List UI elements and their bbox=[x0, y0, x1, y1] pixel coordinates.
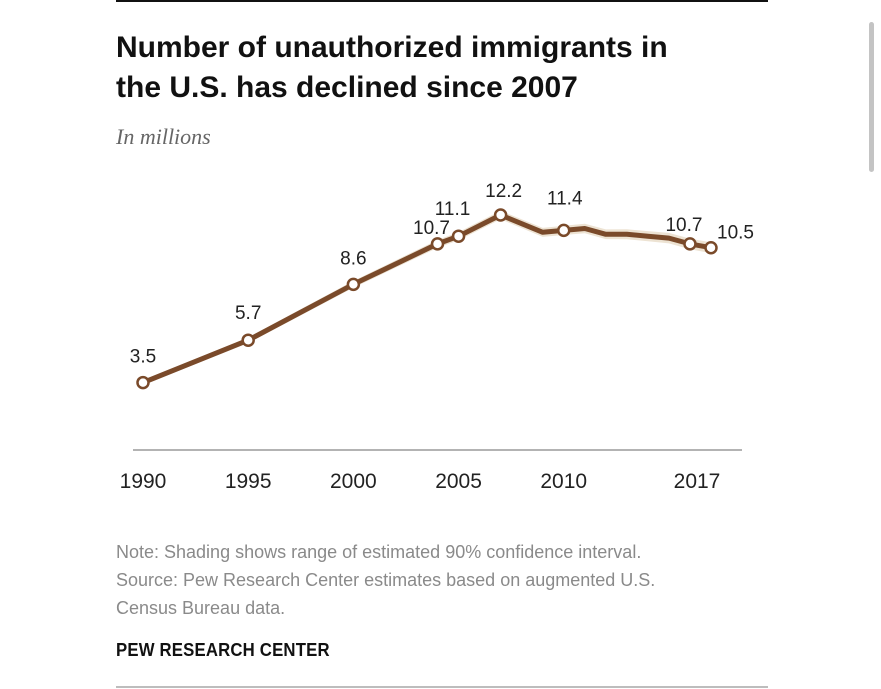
data-label-2000: 8.6 bbox=[340, 248, 366, 269]
point-marker-1990 bbox=[136, 375, 150, 390]
x-tick-label-2010: 2010 bbox=[540, 470, 587, 493]
data-label-2005: 11.1 bbox=[435, 199, 471, 220]
confidence-shading bbox=[143, 210, 711, 385]
chart-subtitle: In millions bbox=[116, 124, 211, 149]
x-tick-label-1990: 1990 bbox=[120, 470, 167, 493]
x-tick-label-2017: 2017 bbox=[674, 470, 721, 493]
data-label-1995: 5.7 bbox=[235, 303, 261, 324]
point-marker-2007 bbox=[493, 208, 508, 222]
data-label-2007: 12.2 bbox=[485, 181, 522, 202]
source-line: Source: Pew Research Center estimates ba… bbox=[116, 570, 656, 590]
data-label-2010: 11.4 bbox=[547, 188, 583, 209]
chart-note: Note: Shading shows range of estimated 9… bbox=[116, 538, 796, 622]
point-marker-2005 bbox=[451, 229, 466, 243]
brand-label: PEW RESEARCH CENTER bbox=[116, 640, 330, 660]
source-line-cont: Census Bureau data. bbox=[116, 598, 286, 618]
series-line bbox=[140, 212, 714, 386]
x-tick-label-2000: 2000 bbox=[330, 470, 377, 493]
data-label-2016: 10.7 bbox=[665, 215, 702, 236]
point-marker-2017 bbox=[704, 240, 718, 255]
data-labels: 3.55.78.610.711.112.2 11.410.7 10.5 bbox=[130, 181, 754, 368]
point-marker-2004 bbox=[430, 237, 445, 251]
point-markers bbox=[136, 208, 718, 390]
note-line: Note: Shading shows range of estimated 9… bbox=[116, 542, 642, 562]
bottom-rule bbox=[116, 686, 768, 688]
data-label-2017: 10.5 bbox=[717, 223, 754, 244]
data-label-2004: 10.7 bbox=[413, 218, 450, 239]
point-marker-2000 bbox=[346, 277, 361, 292]
x-tick-label-2005: 2005 bbox=[435, 470, 482, 493]
point-marker-1995 bbox=[241, 333, 255, 347]
chart-title: Number of unauthorized immigrants in the… bbox=[116, 28, 776, 108]
chart-title-line2: the U.S. has declined since 2007 bbox=[116, 71, 578, 104]
top-rule bbox=[116, 0, 768, 2]
x-tick-labels: 1990 1995 2000 2005 2010 2017 bbox=[120, 470, 721, 493]
data-label-1990: 3.5 bbox=[130, 347, 156, 368]
scrollbar-thumb[interactable] bbox=[869, 22, 874, 172]
point-marker-2010 bbox=[556, 223, 571, 238]
point-marker-2016 bbox=[683, 237, 697, 251]
chart-title-line1: Number of unauthorized immigrants in bbox=[116, 31, 668, 64]
x-tick-label-1995: 1995 bbox=[225, 470, 272, 493]
